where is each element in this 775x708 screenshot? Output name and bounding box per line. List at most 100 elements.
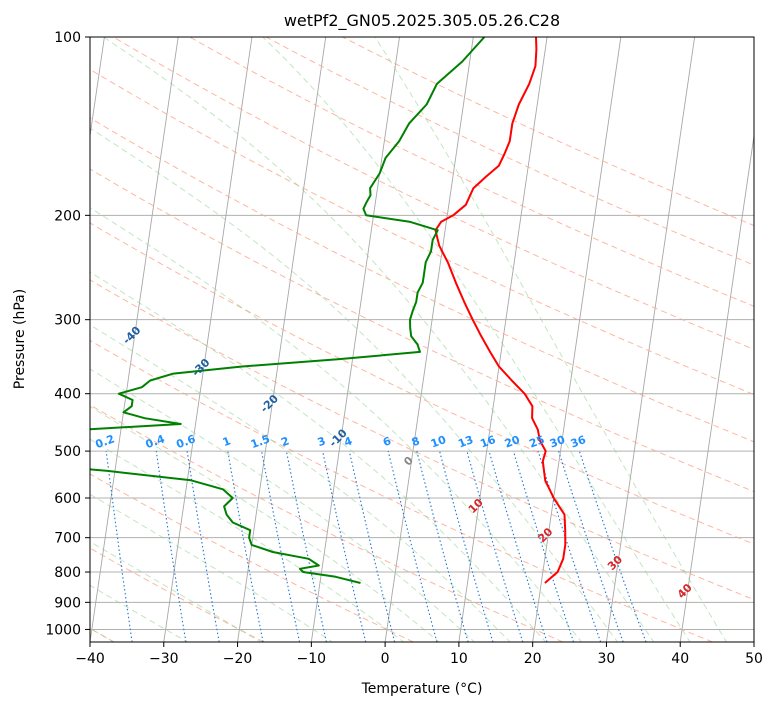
- y-tick-label: 1000: [45, 622, 81, 638]
- isotherm-label: 30: [605, 553, 625, 573]
- mixing-ratio-label: 1.5: [249, 432, 272, 451]
- mixing-ratio-line: [558, 450, 624, 642]
- mixing-ratio-line: [105, 451, 133, 642]
- y-axis-ticks: 100 200 300 400 500 600 700 800 900 1000: [45, 30, 90, 638]
- dry-adiabat-line: [90, 68, 754, 396]
- mixing-ratio-label: 30: [548, 433, 567, 451]
- dry-adiabat-line: [113, 37, 754, 350]
- mixing-ratio-label: 20: [503, 433, 522, 451]
- mixing-ratio-label: 25: [527, 433, 546, 450]
- mixing-ratio-line: [322, 450, 367, 642]
- isotherm-label: -50: [52, 284, 75, 307]
- dry-adiabat-line: [90, 222, 754, 545]
- dewpoint-profile-line: [90, 37, 486, 584]
- moist-adiabat-line: [103, 37, 655, 642]
- mixing-ratio-line: [155, 451, 187, 642]
- mixing-ratio-line: [488, 450, 548, 642]
- series-layer: [90, 37, 567, 584]
- mixing-ratio-label: 0.4: [144, 432, 167, 451]
- mixing-ratio-line: [285, 450, 327, 642]
- moist-adiabat-line: [90, 540, 262, 642]
- x-tick-label: 40: [671, 651, 689, 667]
- dry-adiabat-line: [90, 117, 754, 443]
- y-tick-label: 900: [54, 595, 81, 611]
- isotherm-line: [605, 37, 696, 642]
- dry-adiabat-line: [90, 339, 713, 642]
- y-tick-label: 200: [54, 208, 81, 224]
- x-tick-label: 50: [745, 651, 763, 667]
- y-tick-label: 300: [54, 313, 81, 329]
- y-tick-label: 100: [54, 30, 81, 46]
- isotherm-label: -40: [120, 324, 143, 347]
- x-tick-label: −30: [149, 651, 179, 667]
- mixing-ratio-label: 1: [221, 434, 233, 449]
- mixing-ratio-line: [416, 450, 469, 642]
- isotherm-label: 0: [401, 454, 416, 469]
- isotherm-label: 40: [675, 581, 695, 601]
- y-tick-label: 400: [54, 387, 81, 403]
- y-tick-label: 600: [54, 491, 81, 507]
- mixing-ratio-lines: [105, 450, 647, 642]
- mixing-ratio-line: [578, 450, 647, 642]
- line-labels: 0.10.20.40.611.52346810131620253036-100-…: [0, 241, 695, 602]
- isotherm-label: -20: [258, 392, 281, 415]
- x-axis-ticks: −40 −30 −20 −10 0 10 20 30 40 50: [75, 642, 763, 667]
- y-tick-label: 500: [54, 444, 81, 460]
- mixing-ratio-line: [348, 450, 396, 642]
- dry-adiabat-line: [90, 168, 754, 493]
- mixing-ratio-line: [512, 450, 575, 642]
- plot-frame: [89, 36, 755, 643]
- mixing-ratio-line: [537, 450, 602, 642]
- isotherm-label: 20: [535, 525, 555, 545]
- chart-title: wetPf2_GN05.2025.305.05.26.C28: [284, 11, 560, 31]
- moist-adiabat-line: [90, 127, 619, 642]
- dry-adiabat-line: [90, 473, 414, 642]
- moist-adiabat-line: [90, 405, 440, 642]
- isotherm-line: [458, 37, 548, 642]
- grid-layer: [90, 37, 754, 642]
- mixing-ratio-label: 16: [478, 433, 497, 451]
- mixing-ratio-label: 3: [316, 434, 328, 449]
- moist-adiabat-line: [90, 368, 476, 642]
- mixing-ratio-label: 4: [342, 434, 354, 449]
- x-tick-label: 30: [598, 651, 616, 667]
- plot-area: 0.10.20.40.611.52346810131620253036-100-…: [0, 36, 755, 643]
- dry-adiabat-line: [90, 404, 564, 642]
- isotherm-line: [90, 37, 105, 139]
- isotherm-line: [163, 37, 253, 642]
- x-axis-title: Temperature (°C): [361, 681, 483, 697]
- isotherm-label: -60: [0, 241, 8, 264]
- dry-adiabat-line: [90, 279, 754, 601]
- x-tick-label: −10: [297, 651, 327, 667]
- dry-adiabat-line: [90, 547, 265, 642]
- mixing-ratio-label: 36: [569, 433, 588, 451]
- moist-adiabat-line: [262, 37, 691, 642]
- dry-adiabat-line: [265, 37, 754, 266]
- y-tick-label: 800: [54, 565, 81, 581]
- isotherm-label: -30: [189, 356, 212, 379]
- temperature-profile-line: [434, 37, 567, 584]
- isotherm-label: 10: [466, 496, 486, 516]
- mixing-ratio-label: 0.2: [94, 432, 117, 451]
- x-tick-label: 20: [524, 651, 542, 667]
- y-axis-title: Pressure (hPa): [12, 289, 28, 389]
- mixing-ratio-line: [466, 450, 524, 642]
- moist-adiabat-line: [90, 324, 511, 642]
- x-tick-label: −20: [223, 651, 253, 667]
- mixing-ratio-label: 6: [381, 434, 393, 449]
- background-lines: [90, 37, 754, 642]
- moist-adiabat-line: [90, 584, 189, 642]
- mixing-ratio-line: [387, 450, 438, 642]
- mixing-ratio-line: [439, 450, 494, 642]
- mixing-ratio-label: 2: [279, 434, 291, 449]
- moist-adiabat-line: [90, 271, 547, 642]
- isotherm-line: [237, 37, 327, 642]
- isotherm-line: [753, 638, 754, 642]
- mixing-ratio-label: 10: [429, 433, 448, 451]
- x-tick-label: 10: [450, 651, 468, 667]
- x-tick-label: 0: [381, 651, 390, 667]
- mixing-ratio-label: 13: [456, 433, 475, 450]
- mixing-ratio-label: 8: [410, 434, 422, 449]
- isotherm-line: [384, 37, 474, 642]
